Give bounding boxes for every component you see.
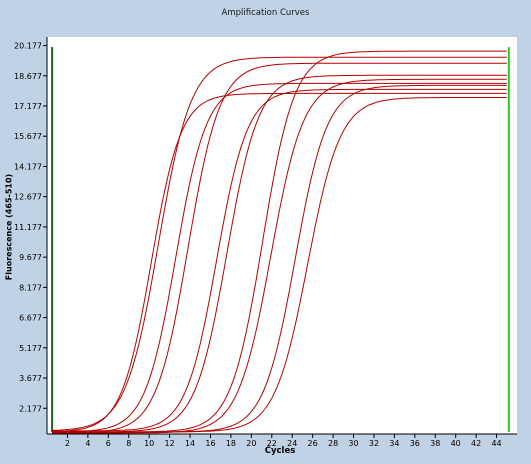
- x-ticks: 2 4 6 8 10 12 14 16 18 20 22 24 26 28 30 32 34 36 38 40 42 44: [65, 434, 502, 448]
- x-tick-label: 6: [106, 439, 111, 448]
- amplification-curve: [52, 56, 507, 431]
- x-tick-label: 2: [65, 439, 70, 448]
- x-tick-label: 32: [369, 439, 379, 448]
- y-ticks: 2.177 3.677 5.177 6.677 8.177 9.677 11.177 12.6…: [14, 42, 47, 413]
- amplification-curve: [52, 92, 507, 433]
- y-tick-label: 2.177: [19, 404, 42, 413]
- amplification-curve: [52, 74, 507, 433]
- x-tick-label: 34: [389, 439, 399, 448]
- x-tick-label: 14: [185, 439, 195, 448]
- x-tick-label: 42: [471, 439, 481, 448]
- plot-background: [47, 37, 517, 434]
- x-tick-label: 36: [410, 439, 420, 448]
- y-tick-label: 12.677: [14, 193, 42, 202]
- y-tick-label: 15.677: [14, 132, 42, 141]
- amplification-curve: [52, 62, 507, 434]
- amplification-curve: [52, 88, 507, 432]
- amplification-curves: [52, 50, 507, 434]
- amplification-curve: [52, 97, 507, 433]
- x-tick-label: 18: [226, 439, 236, 448]
- x-tick-label: 12: [165, 439, 175, 448]
- chart-title: Amplification Curves: [221, 8, 310, 18]
- x-tick-label: 38: [430, 439, 440, 448]
- amplification-curve: [52, 82, 507, 433]
- x-tick-label: 4: [85, 439, 90, 448]
- x-tick-label: 24: [287, 439, 297, 448]
- y-tick-label: 17.177: [14, 102, 42, 111]
- x-tick-label: 44: [491, 439, 501, 448]
- x-tick-label: 26: [308, 439, 318, 448]
- y-tick-label: 20.177: [14, 42, 42, 51]
- x-tick-label: 40: [451, 439, 461, 448]
- amplification-curve: [52, 78, 507, 434]
- x-axis-label: Cycles: [264, 446, 296, 456]
- x-tick-label: 8: [126, 439, 131, 448]
- x-tick-label: 30: [348, 439, 358, 448]
- y-tick-label: 11.177: [14, 223, 42, 232]
- x-tick-label: 28: [328, 439, 338, 448]
- y-tick-label: 3.677: [19, 374, 42, 383]
- vertical-markers: [51, 47, 510, 432]
- y-tick-label: 18.677: [14, 72, 42, 81]
- y-tick-label: 9.677: [19, 253, 42, 262]
- x-tick-label: 16: [205, 439, 215, 448]
- x-tick-label: 10: [144, 439, 154, 448]
- y-tick-label: 5.177: [19, 344, 42, 353]
- y-tick-label: 8.177: [19, 283, 42, 292]
- x-tick-label: 20: [246, 439, 256, 448]
- y-tick-label: 6.677: [19, 314, 42, 323]
- y-tick-label: 14.177: [14, 162, 42, 171]
- x-tick-label: 22: [267, 439, 277, 448]
